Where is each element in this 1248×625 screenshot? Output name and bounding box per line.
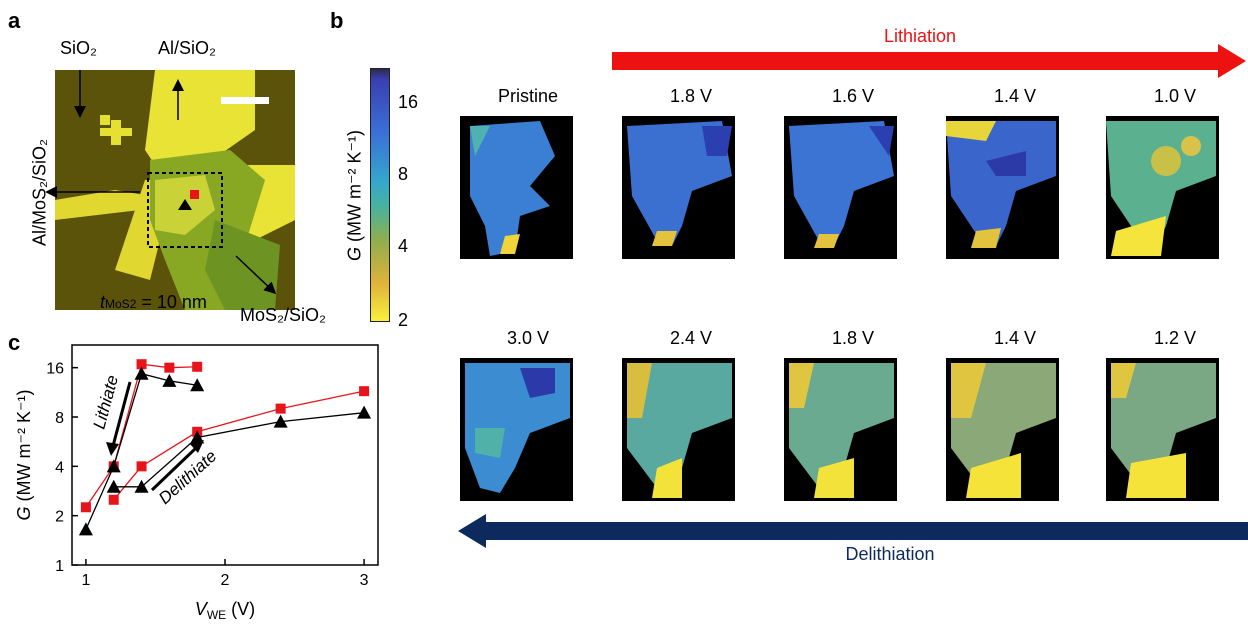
label-thickness: tMoS2 = 10 nm (100, 292, 207, 312)
data-point-triangle (78, 522, 93, 536)
annotation-lithiate: Lithiate (90, 373, 123, 431)
map-title-r2-1: 3.0 V (506, 328, 550, 348)
data-point-triangle (106, 459, 121, 473)
micrograph-drawing (55, 70, 295, 310)
map-title-r2-2: 2.4 V (669, 328, 713, 348)
panel-c-letter: c (8, 330, 21, 355)
data-point-square (136, 461, 147, 472)
data-point-square (275, 403, 286, 414)
thermal-map-1-8v (622, 116, 735, 259)
lithiate-arrow (111, 381, 132, 447)
y-tick-label: 2 (55, 509, 64, 526)
label-al-sio2: Al/SiO₂ (158, 38, 216, 58)
thermal-map-1-2v-delith (1106, 358, 1219, 501)
data-point-square (136, 359, 147, 370)
thermal-map-1-4v (946, 116, 1059, 259)
thermal-map-pristine (460, 116, 573, 259)
map-title-r2-3: 1.8 V (831, 328, 875, 348)
colorbar-tick-8: 8 (398, 164, 409, 184)
y-tick-label: 4 (55, 459, 64, 476)
series-line-1-delithiate (113, 412, 365, 488)
map-title-r2-4: 1.4 V (993, 328, 1037, 348)
label-mos2-sio2: MoS₂/SiO₂ (240, 305, 326, 325)
label-al-mos2-sio2: Al/MoS₂/SiO₂ (29, 139, 50, 246)
delithiate-arrowhead (190, 440, 204, 453)
panel-a-arrows (45, 70, 277, 295)
lithiate-arrowhead (106, 442, 119, 456)
map-title-r1-1: Pristine (497, 86, 559, 106)
y-axis-label: G (MW m⁻² K⁻¹) (14, 390, 34, 521)
x-tick-label: 1 (81, 572, 90, 589)
data-point-square (192, 361, 203, 372)
colorbar-label: G (MW m⁻² K⁻¹) (344, 130, 365, 261)
delithiation-label: Delithiation (845, 544, 935, 564)
map-title-r1-2: 1.8 V (669, 86, 713, 106)
thermal-map-1-4v-delith (946, 358, 1059, 501)
lithiation-arrow-head (1218, 44, 1246, 78)
panel-b-letter: b (330, 8, 344, 33)
thermal-map-1-0v (1106, 116, 1219, 259)
thermal-map-2-4v (622, 358, 735, 501)
lithiation-label: Lithiation (883, 26, 957, 46)
thermal-map-3-0v (460, 358, 573, 501)
data-point-triangle (162, 373, 177, 387)
data-point-triangle (190, 378, 205, 392)
delithiation-arrow-shaft (486, 522, 1248, 540)
series-line-0-delithiate (113, 390, 365, 501)
map-title-r1-4: 1.4 V (993, 86, 1037, 106)
optical-micrograph (55, 70, 295, 310)
thermal-map-1-6v (784, 116, 897, 259)
data-point-triangle (134, 479, 149, 493)
data-point-triangle (190, 430, 205, 444)
data-point-square (359, 386, 370, 397)
data-point-triangle (106, 479, 121, 493)
data-point-triangle (273, 414, 288, 428)
map-title-r2-5: 1.2 V (1153, 328, 1197, 348)
x-tick-label: 2 (221, 572, 230, 589)
data-point-square (108, 494, 119, 505)
data-point-triangle (357, 405, 372, 419)
x-axis-label: VWE (V) (195, 599, 255, 622)
y-tick-label: 16 (46, 361, 64, 378)
arrow-mos2 (235, 255, 277, 295)
panel-a-letter: a (8, 8, 21, 33)
y-tick-label: 8 (55, 410, 64, 427)
lithiation-arrow-shaft (612, 52, 1222, 70)
delithiate-arrow (150, 446, 198, 492)
data-point-square (80, 502, 91, 513)
thermal-map-1-8v-delith (784, 358, 897, 501)
data-point-square (164, 362, 175, 373)
colorbar-tick-16: 16 (398, 92, 419, 112)
colorbar (370, 68, 390, 322)
y-tick-label: 1 (55, 558, 64, 575)
map-title-r1-5: 1.0 V (1153, 86, 1197, 106)
map-title-r1-3: 1.6 V (831, 86, 875, 106)
x-tick-label: 3 (360, 572, 369, 589)
colorbar-tick-4: 4 (398, 236, 409, 256)
label-sio2: SiO₂ (60, 38, 97, 58)
colorbar-tick-2: 2 (398, 310, 409, 330)
data-point-triangle (134, 366, 149, 380)
delithiation-arrow-head (458, 514, 486, 548)
